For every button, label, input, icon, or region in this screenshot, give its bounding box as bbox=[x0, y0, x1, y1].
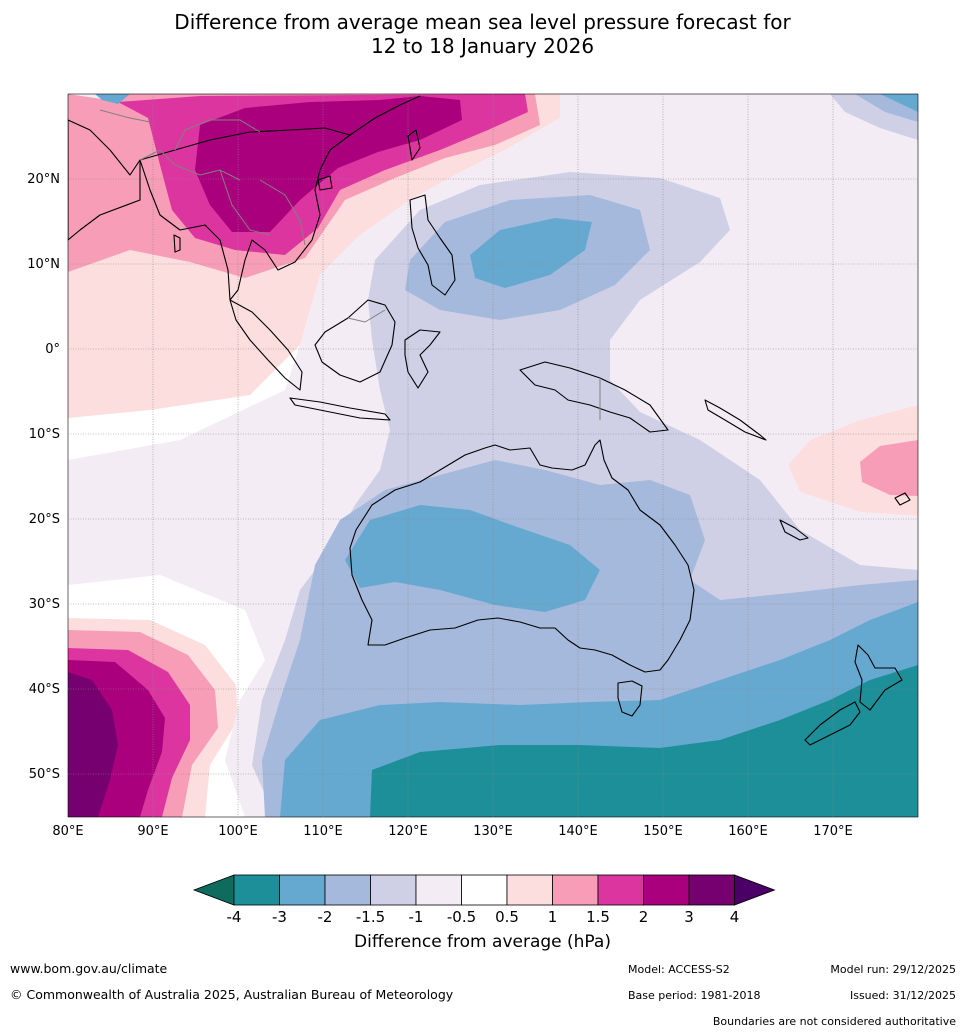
graticule bbox=[68, 94, 918, 817]
pressure-anomaly-map: 80°E 90°E 100°E 110°E 120°E 130°E 140°E … bbox=[27, 93, 919, 926]
lon-label: 90°E bbox=[137, 824, 168, 839]
coast-hainan bbox=[317, 175, 333, 191]
colorbar-tick-label: -4 bbox=[227, 908, 242, 926]
coast-philippines bbox=[409, 194, 456, 296]
colorbar-tick-label: -2 bbox=[318, 908, 333, 926]
colorbar-tick-label: 2 bbox=[639, 908, 649, 926]
colorbar-swatch bbox=[233, 874, 280, 906]
lat-label: 20°N bbox=[27, 172, 60, 187]
title-line-2: 12 to 18 January 2026 bbox=[370, 34, 595, 58]
lat-label: 50°S bbox=[29, 767, 60, 782]
colorbar: -4 -3 -2 -1.5 -1 -0.5 0.5 1 1.5 2 3 4 bbox=[192, 874, 776, 926]
colorbar-swatch bbox=[415, 874, 462, 906]
colorbar-swatch bbox=[688, 874, 735, 906]
coast-taiwan bbox=[407, 129, 421, 161]
colorbar-swatch bbox=[506, 874, 553, 906]
colorbar-swatch bbox=[461, 874, 508, 906]
coast-borneo bbox=[314, 299, 396, 383]
colorbar-tick-label: -1 bbox=[409, 908, 424, 926]
lon-label: 170°E bbox=[813, 824, 853, 839]
colorbar-tick-label: 1 bbox=[548, 908, 558, 926]
lon-label: 140°E bbox=[558, 824, 598, 839]
coast-fiji bbox=[894, 492, 911, 506]
coast-sulawesi bbox=[404, 329, 441, 389]
negative-2-north bbox=[470, 218, 592, 288]
lat-label: 0° bbox=[45, 342, 60, 357]
lat-label: 40°S bbox=[29, 682, 60, 697]
colorbar-extend-low bbox=[192, 874, 235, 906]
anomaly-field bbox=[68, 94, 918, 817]
model-run-text: Model run: 29/12/2025 bbox=[830, 963, 956, 976]
coast-indochina bbox=[139, 127, 351, 301]
lon-label: 130°E bbox=[473, 824, 513, 839]
negative-2-central bbox=[345, 505, 600, 612]
lon-label: 80°E bbox=[52, 824, 83, 839]
coast-india bbox=[68, 119, 141, 241]
colorbar-tick-label: 1.5 bbox=[586, 908, 610, 926]
colorbar-tick-label: -3 bbox=[272, 908, 287, 926]
lat-label: 20°S bbox=[29, 512, 60, 527]
lon-label: 110°E bbox=[303, 824, 343, 839]
lon-label: 150°E bbox=[643, 824, 683, 839]
negative-2-corner bbox=[95, 94, 130, 104]
coast-sumatra bbox=[229, 299, 303, 391]
lon-axis-labels: 80°E 90°E 100°E 110°E 120°E 130°E 140°E … bbox=[52, 824, 852, 839]
lon-label: 160°E bbox=[728, 824, 768, 839]
website-link[interactable]: www.bom.gov.au/climate bbox=[10, 961, 168, 976]
colorbar-tick-label: 0.5 bbox=[495, 908, 519, 926]
coast-java bbox=[289, 397, 391, 421]
issued-text: Issued: 31/12/2025 bbox=[849, 989, 956, 1002]
coast-new-zealand-north bbox=[854, 644, 903, 711]
title-line-1: Difference from average mean sea level p… bbox=[174, 10, 791, 34]
colorbar-extend-high bbox=[734, 874, 776, 906]
model-text: Model: ACCESS-S2 bbox=[628, 963, 730, 976]
colorbar-tick-label: -1.5 bbox=[356, 908, 385, 926]
negative-2-ne bbox=[880, 94, 918, 112]
positive-3-sw bbox=[68, 672, 118, 817]
colorbar-swatch bbox=[279, 874, 326, 906]
country-borders bbox=[99, 109, 601, 420]
colorbar-tick-label: -0.5 bbox=[447, 908, 476, 926]
copyright-text: © Commonwealth of Australia 2025, Austra… bbox=[10, 987, 454, 1002]
coast-australia bbox=[349, 439, 695, 673]
colorbar-tick-label: 3 bbox=[684, 908, 694, 926]
map-title: Difference from average mean sea level p… bbox=[0, 10, 965, 58]
coast-china bbox=[349, 95, 421, 136]
base-period-text: Base period: 1981-2018 bbox=[628, 989, 761, 1002]
colorbar-swatch bbox=[597, 874, 644, 906]
lat-axis-labels: 20°N 10°N 0° 10°S 20°S 30°S 40°S 50°S bbox=[27, 172, 60, 782]
lat-label: 30°S bbox=[29, 597, 60, 612]
colorbar-swatch bbox=[370, 874, 417, 906]
coast-new-caledonia bbox=[779, 519, 809, 541]
lat-label: 10°N bbox=[27, 257, 60, 272]
disclaimer-text: Boundaries are not considered authoritat… bbox=[712, 1015, 956, 1028]
positive-1-pacific bbox=[860, 440, 918, 496]
lat-label: 10°S bbox=[29, 427, 60, 442]
coast-tasmania bbox=[617, 680, 643, 717]
colorbar-tick-label: 4 bbox=[730, 908, 740, 926]
coast-solomon-islands bbox=[704, 399, 767, 441]
coast-new-guinea bbox=[519, 361, 669, 433]
colorbar-swatch bbox=[552, 874, 599, 906]
coastlines bbox=[68, 95, 911, 746]
colorbar-swatch bbox=[643, 874, 690, 906]
lon-label: 100°E bbox=[218, 824, 258, 839]
lon-label: 120°E bbox=[388, 824, 428, 839]
coast-new-zealand-south bbox=[804, 701, 861, 746]
positive-2-asia bbox=[195, 96, 462, 232]
colorbar-title: Difference from average (hPa) bbox=[354, 932, 611, 952]
coast-sri-lanka bbox=[173, 234, 181, 253]
negative-3-south bbox=[370, 665, 918, 817]
colorbar-swatch bbox=[324, 874, 371, 906]
